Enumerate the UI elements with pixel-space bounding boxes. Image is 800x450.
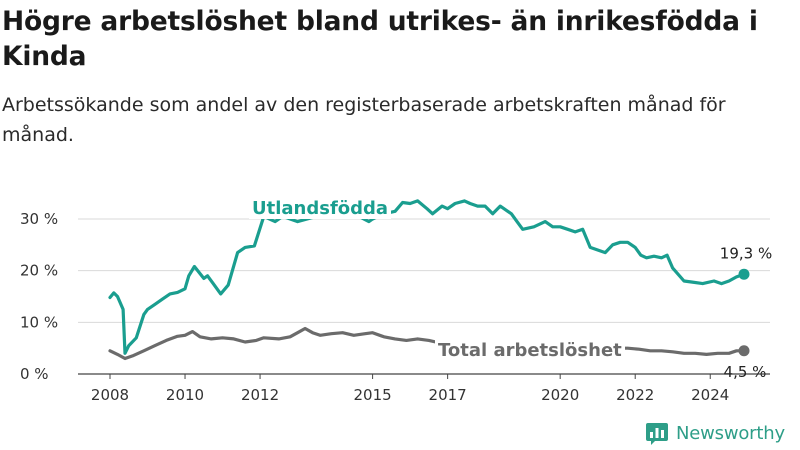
series-label-background	[249, 197, 391, 219]
x-axis-labels: 2008 2010 2012 2015 2017 2020 2022 2024	[91, 374, 729, 404]
x-tick-label: 2015	[354, 386, 392, 404]
series-lines	[108, 199, 750, 361]
page-title: Högre arbetslöshet bland utrikes- än inr…	[2, 6, 758, 72]
y-tick-label: 10 %	[20, 313, 58, 331]
x-tick-label: 2010	[166, 386, 204, 404]
series-end-label: 4,5 %	[724, 363, 767, 381]
x-tick-label: 2008	[91, 386, 129, 404]
x-tick-label: 2017	[429, 386, 467, 404]
x-tick-label: 2022	[616, 386, 654, 404]
series-line	[108, 199, 746, 355]
series-label: Utlandsfödda	[252, 198, 388, 219]
y-tick-label: 0 %	[20, 365, 49, 383]
series-line	[108, 326, 746, 361]
y-tick-label: 20 %	[20, 262, 58, 280]
x-tick-label: 2024	[691, 386, 729, 404]
y-axis-labels: 0 % 10 % 20 % 30 %	[20, 210, 58, 383]
brand-name: Newsworthy	[676, 422, 785, 444]
series-labels: Utlandsfödda 19,3 % Total arbetslöshet 4,5 …	[249, 197, 772, 381]
x-tick-label: 2012	[241, 386, 279, 404]
series-label-background	[435, 339, 625, 361]
series-label: Total arbetslöshet	[438, 340, 622, 361]
page-subtitle: Arbetssökande som andel av den registerb…	[2, 94, 726, 146]
series-end-point	[738, 268, 750, 280]
series-end-label: 19,3 %	[720, 244, 772, 262]
x-tick-label: 2020	[541, 386, 579, 404]
y-tick-label: 30 %	[20, 210, 58, 228]
series-end-point	[738, 345, 750, 357]
bar-chart-logo-icon	[646, 423, 668, 445]
newsworthy-logo: Newsworthy	[645, 419, 785, 447]
